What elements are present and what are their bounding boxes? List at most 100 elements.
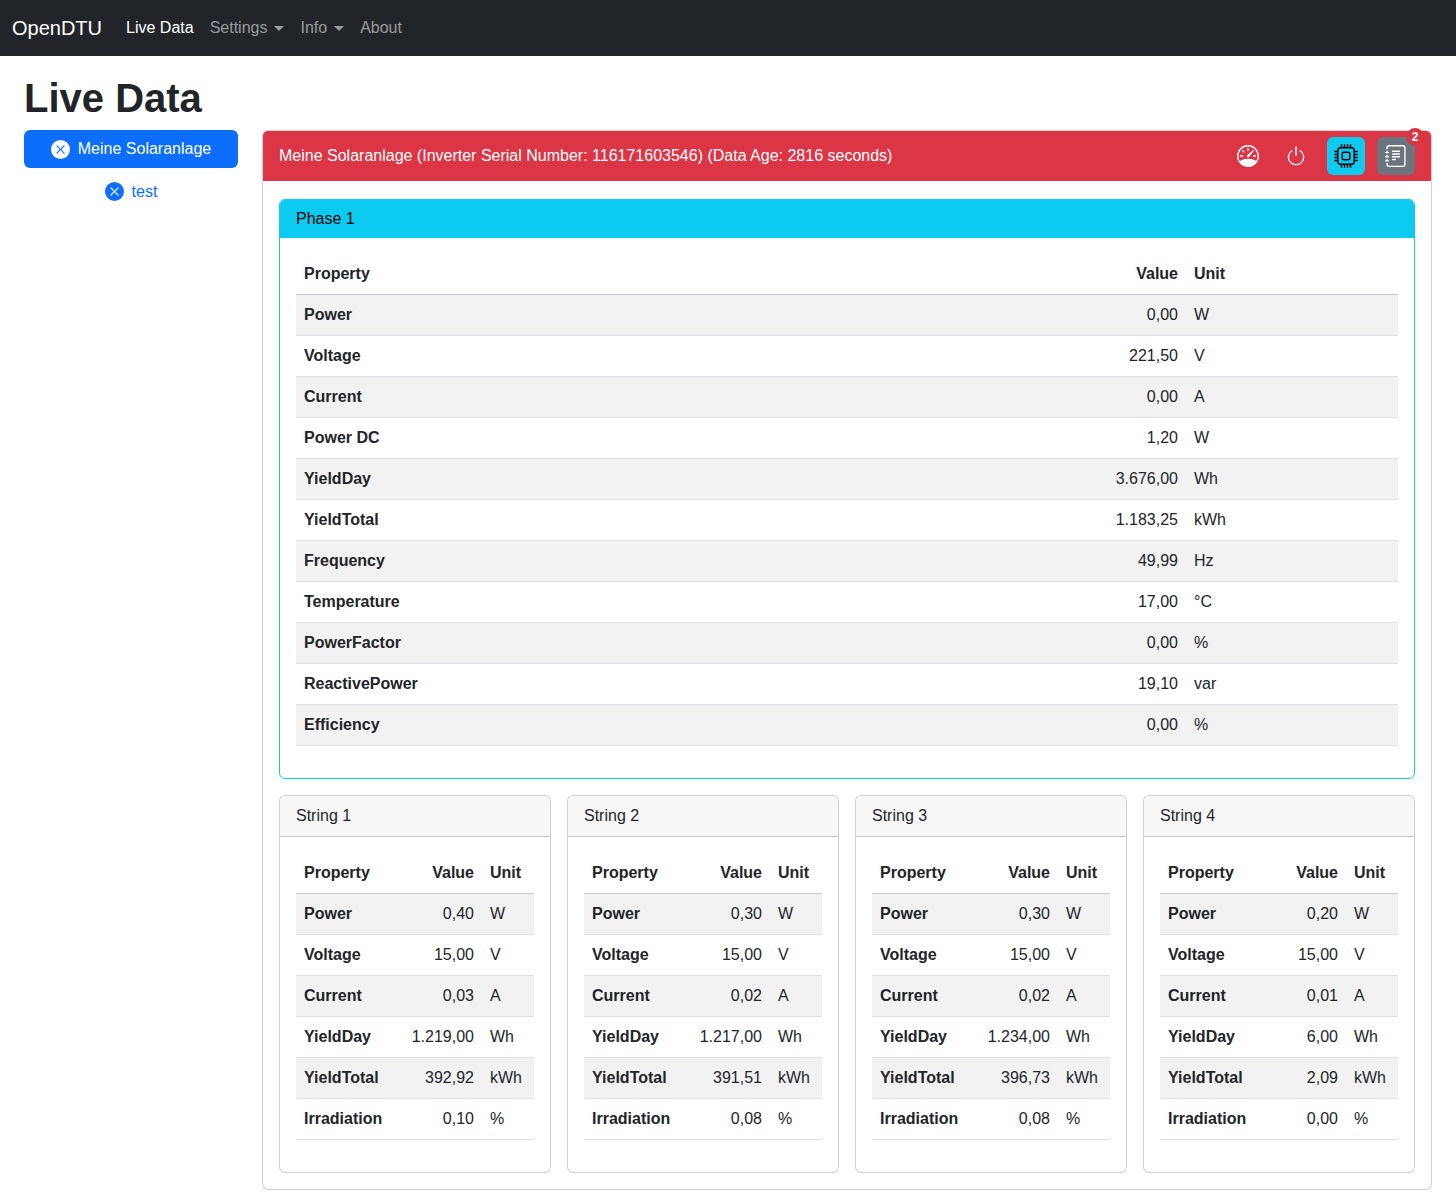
- unit-cell: Wh: [1346, 1017, 1398, 1058]
- value-cell: 392,92: [392, 1058, 482, 1099]
- inverter-pill-test[interactable]: test: [24, 182, 238, 201]
- property-cell: Temperature: [296, 582, 1066, 623]
- unit-cell: Wh: [1186, 459, 1398, 500]
- value-cell: 1.234,00: [968, 1017, 1058, 1058]
- inverter-card: Meine Solaranlage (Inverter Serial Numbe…: [262, 130, 1432, 1190]
- table-row: PowerFactor0,00%: [296, 623, 1398, 664]
- column-header-value: Value: [392, 853, 482, 894]
- table-row: YieldTotal392,92kWh: [296, 1058, 534, 1099]
- unit-cell: Hz: [1186, 541, 1398, 582]
- page-title: Live Data: [24, 74, 1432, 122]
- column-header-unit: Unit: [770, 853, 822, 894]
- value-cell: 0,20: [1256, 894, 1346, 935]
- unit-cell: A: [1346, 976, 1398, 1017]
- limit-settings-button[interactable]: [1237, 145, 1259, 167]
- property-cell: Irradiation: [296, 1099, 392, 1140]
- value-cell: 15,00: [1256, 935, 1346, 976]
- property-cell: Current: [584, 976, 680, 1017]
- property-cell: YieldDay: [296, 459, 1066, 500]
- column-header-value: Value: [968, 853, 1058, 894]
- nav-item-live-data[interactable]: Live Data: [118, 11, 202, 45]
- string-card-2: String 2PropertyValueUnitPower0,30WVolta…: [567, 795, 839, 1173]
- inverter-pill-label: Meine Solaranlage: [78, 137, 211, 161]
- table-row: Current0,03A: [296, 976, 534, 1017]
- inverter-pill-selected[interactable]: Meine Solaranlage: [24, 130, 238, 168]
- string-card-title: String 4: [1144, 796, 1414, 837]
- column-header-value: Value: [1256, 853, 1346, 894]
- nav-item-label: Live Data: [126, 19, 194, 37]
- value-cell: 1.217,00: [680, 1017, 770, 1058]
- event-count-badge: 2: [1407, 128, 1424, 146]
- nav-item-info[interactable]: Info: [292, 11, 352, 45]
- property-cell: YieldTotal: [296, 1058, 392, 1099]
- value-cell: 15,00: [392, 935, 482, 976]
- unit-cell: Wh: [770, 1017, 822, 1058]
- column-header-property: Property: [296, 254, 1066, 295]
- value-cell: 1.183,25: [1066, 500, 1186, 541]
- property-cell: Power: [296, 894, 392, 935]
- unit-cell: Wh: [1058, 1017, 1110, 1058]
- table-row: Voltage15,00V: [1160, 935, 1398, 976]
- device-info-button[interactable]: [1327, 137, 1365, 175]
- journal-text-icon: [1385, 145, 1407, 167]
- table-header-row: PropertyValueUnit: [296, 254, 1398, 295]
- value-cell: 15,00: [968, 935, 1058, 976]
- unit-cell: %: [1186, 623, 1398, 664]
- property-cell: Current: [296, 976, 392, 1017]
- unit-cell: %: [482, 1099, 534, 1140]
- event-log-button[interactable]: 2: [1377, 137, 1415, 175]
- column-header-property: Property: [296, 853, 392, 894]
- inverter-card-title: Meine Solaranlage (Inverter Serial Numbe…: [279, 147, 892, 165]
- property-cell: YieldTotal: [296, 500, 1066, 541]
- value-cell: 0,30: [968, 894, 1058, 935]
- column-header-unit: Unit: [1058, 853, 1110, 894]
- table-row: Irradiation0,08%: [872, 1099, 1110, 1140]
- string-card-title: String 1: [280, 796, 550, 837]
- column-header-value: Value: [1066, 254, 1186, 295]
- column-header-property: Property: [872, 853, 968, 894]
- value-cell: 0,00: [1066, 623, 1186, 664]
- unit-cell: A: [482, 976, 534, 1017]
- property-cell: YieldDay: [296, 1017, 392, 1058]
- nav-item-label: Info: [300, 19, 327, 37]
- power-icon: [1285, 145, 1307, 167]
- inverter-card-header: Meine Solaranlage (Inverter Serial Numbe…: [263, 131, 1431, 181]
- table-header-row: PropertyValueUnit: [584, 853, 822, 894]
- table-header-row: PropertyValueUnit: [872, 853, 1110, 894]
- table-row: YieldTotal2,09kWh: [1160, 1058, 1398, 1099]
- brand[interactable]: OpenDTU: [12, 17, 102, 40]
- property-cell: Efficiency: [296, 705, 1066, 746]
- property-cell: Irradiation: [872, 1099, 968, 1140]
- string-card-4: String 4 PropertyValueUnitPower0,20WVolta…: [1143, 795, 1415, 1173]
- table-row: Temperature17,00°C: [296, 582, 1398, 623]
- property-cell: YieldTotal: [872, 1058, 968, 1099]
- table-row: Irradiation0,10%: [296, 1099, 534, 1140]
- unit-cell: A: [1058, 976, 1110, 1017]
- unit-cell: W: [1058, 894, 1110, 935]
- chevron-down-icon: [274, 26, 284, 31]
- inverter-pill-label: test: [132, 183, 158, 201]
- unit-cell: W: [1186, 295, 1398, 336]
- cpu-icon: [1334, 144, 1358, 168]
- power-button[interactable]: [1285, 145, 1307, 167]
- value-cell: 391,51: [680, 1058, 770, 1099]
- nav-item-about[interactable]: About: [352, 11, 410, 45]
- unit-cell: kWh: [1186, 500, 1398, 541]
- value-cell: 0,40: [392, 894, 482, 935]
- property-cell: Current: [1160, 976, 1256, 1017]
- table-row: Voltage221,50V: [296, 336, 1398, 377]
- table-row: Power0,30W: [872, 894, 1110, 935]
- phase-table: PropertyValueUnitPower0,00WVoltage221,50…: [296, 254, 1398, 746]
- inverter-toolbar: 2: [1211, 137, 1415, 175]
- table-row: Irradiation0,00%: [1160, 1099, 1398, 1140]
- speedometer-icon: [1237, 145, 1259, 167]
- value-cell: 0,00: [1256, 1099, 1346, 1140]
- property-cell: Voltage: [1160, 935, 1256, 976]
- table-row: Power DC1,20W: [296, 418, 1398, 459]
- string-table: PropertyValueUnitPower0,20WVoltage15,00V…: [1160, 853, 1398, 1140]
- value-cell: 0,01: [1256, 976, 1346, 1017]
- nav-item-settings[interactable]: Settings: [202, 11, 293, 45]
- value-cell: 17,00: [1066, 582, 1186, 623]
- column-header-property: Property: [1160, 853, 1256, 894]
- column-header-property: Property: [584, 853, 680, 894]
